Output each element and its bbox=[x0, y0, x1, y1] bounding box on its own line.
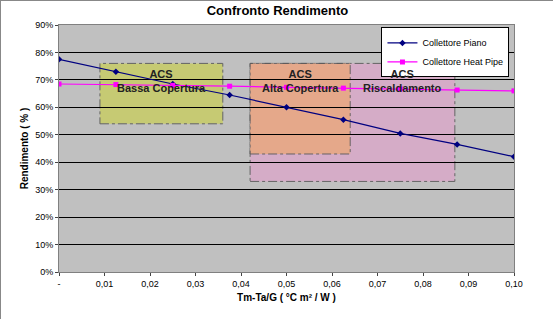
svg-text:0,01: 0,01 bbox=[96, 279, 114, 289]
svg-text:Collettore Piano: Collettore Piano bbox=[422, 38, 486, 48]
svg-text:70%: 70% bbox=[35, 75, 53, 85]
svg-text:0,10: 0,10 bbox=[505, 279, 523, 289]
svg-text:0,06: 0,06 bbox=[323, 279, 341, 289]
svg-text:50%: 50% bbox=[35, 130, 53, 140]
svg-text:Collettore Heat Pipe: Collettore Heat Pipe bbox=[422, 57, 503, 67]
svg-text:80%: 80% bbox=[35, 48, 53, 58]
svg-text:0,05: 0,05 bbox=[278, 279, 296, 289]
svg-text:-: - bbox=[58, 279, 61, 289]
svg-text:40%: 40% bbox=[35, 157, 53, 167]
svg-text:0,08: 0,08 bbox=[414, 279, 432, 289]
svg-text:30%: 30% bbox=[35, 185, 53, 195]
svg-text:90%: 90% bbox=[35, 20, 53, 30]
svg-text:Rendimento ( % ): Rendimento ( % ) bbox=[19, 108, 30, 190]
svg-text:0,02: 0,02 bbox=[141, 279, 159, 289]
svg-text:ACSBassa Copertura: ACSBassa Copertura bbox=[117, 68, 206, 94]
svg-text:ACSAlta Copertura: ACSAlta Copertura bbox=[262, 68, 339, 94]
svg-text:60%: 60% bbox=[35, 102, 53, 112]
svg-text:0%: 0% bbox=[40, 267, 53, 277]
svg-text:0,07: 0,07 bbox=[369, 279, 387, 289]
svg-text:0,09: 0,09 bbox=[460, 279, 478, 289]
svg-text:Confronto Rendimento: Confronto Rendimento bbox=[207, 3, 349, 18]
svg-text:20%: 20% bbox=[35, 212, 53, 222]
svg-text:0,03: 0,03 bbox=[187, 279, 205, 289]
svg-text:Tm-Ta/G ( °C m² / W ): Tm-Ta/G ( °C m² / W ) bbox=[237, 292, 336, 303]
svg-text:10%: 10% bbox=[35, 240, 53, 250]
svg-text:ACSRiscaldamento: ACSRiscaldamento bbox=[363, 68, 442, 94]
svg-text:0,04: 0,04 bbox=[232, 279, 250, 289]
